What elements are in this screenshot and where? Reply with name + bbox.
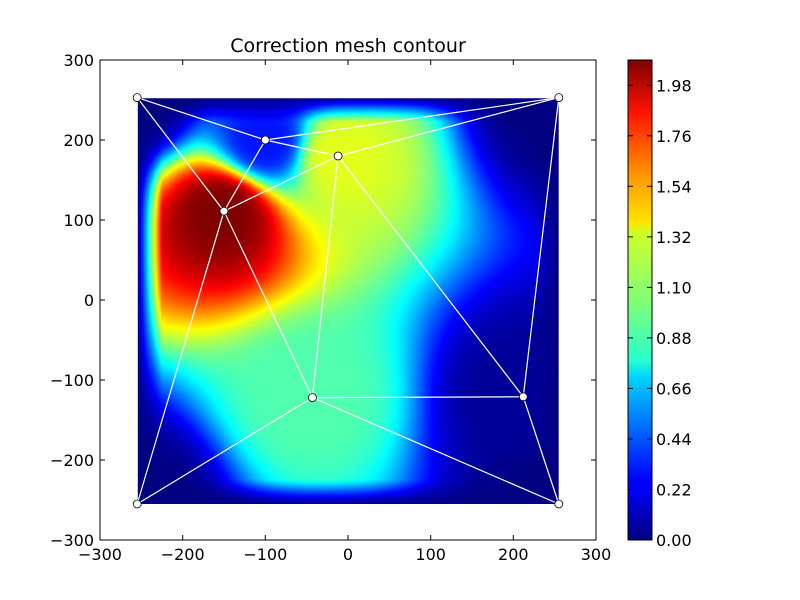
mesh-edges xyxy=(136,96,560,505)
colorbar-tick-label: 0.22 xyxy=(656,480,692,499)
mesh-node xyxy=(333,151,343,161)
mesh-node xyxy=(260,135,270,145)
mesh-edge xyxy=(522,97,560,397)
mesh-edge xyxy=(223,139,266,212)
mesh-edge xyxy=(223,210,313,398)
x-axis: −300 −200 −100 0 100 200 300 xyxy=(78,60,611,564)
mesh-edge xyxy=(223,155,339,212)
colorbar-tick-label: 0.44 xyxy=(656,430,692,449)
mesh-edge xyxy=(137,97,266,141)
mesh-node xyxy=(219,206,229,216)
mesh-edge xyxy=(312,396,524,399)
heatmap-image xyxy=(137,97,559,504)
mesh-edge xyxy=(136,97,225,212)
x-tick-label: −100 xyxy=(243,545,287,564)
x-tick-label: 300 xyxy=(581,545,612,564)
colorbar-axis: 0.00 0.22 0.44 0.66 0.88 1.10 1.32 1.54 1.76 1.98 xyxy=(628,76,692,550)
x-tick-label: 0 xyxy=(343,545,353,564)
colorbar-tick-label: 1.32 xyxy=(656,228,692,247)
mesh-edge xyxy=(136,211,225,505)
colorbar-tick-label: 0.88 xyxy=(656,329,692,348)
mesh-edge xyxy=(265,97,559,141)
colorbar xyxy=(628,60,652,540)
y-axis: −300 −200 −100 0 100 200 300 xyxy=(50,51,596,550)
mesh-edge xyxy=(265,139,339,157)
y-tick-label: −100 xyxy=(50,371,94,390)
x-tick-label: −300 xyxy=(78,545,122,564)
chart-title: Correction mesh contour xyxy=(230,35,466,57)
colorbar-tick-label: 0.66 xyxy=(656,379,692,398)
mesh-node xyxy=(518,392,528,402)
colorbar-tick-label: 1.54 xyxy=(656,177,692,196)
colorbar-frame xyxy=(627,59,653,541)
colorbar-tick-label: 1.10 xyxy=(656,278,692,297)
mesh-node xyxy=(554,93,564,102)
y-tick-label: 200 xyxy=(63,131,94,150)
mesh-node xyxy=(132,93,142,102)
mesh-edge xyxy=(136,397,313,505)
y-tick-label: 100 xyxy=(63,211,94,230)
mesh-edge xyxy=(337,97,559,157)
mesh-node xyxy=(554,499,564,509)
x-tick-label: −200 xyxy=(161,545,205,564)
mesh-edge xyxy=(337,155,524,398)
y-tick-label: 300 xyxy=(63,51,94,70)
y-tick-label: 0 xyxy=(84,291,94,310)
mesh-edge xyxy=(312,397,560,505)
mesh-edge xyxy=(311,155,339,398)
mesh-nodes xyxy=(132,93,564,509)
x-tick-label: 200 xyxy=(498,545,529,564)
colorbar-tick-label: 1.76 xyxy=(656,127,692,146)
colorbar-tick-label: 0.00 xyxy=(656,531,692,550)
mesh-node xyxy=(308,393,317,403)
y-tick-label: −300 xyxy=(50,531,94,550)
x-tick-label: 100 xyxy=(415,545,446,564)
mesh-node xyxy=(132,499,142,509)
y-tick-label: −200 xyxy=(50,451,94,470)
colorbar-tick-label: 1.98 xyxy=(656,76,692,95)
mesh-edge xyxy=(522,396,560,505)
